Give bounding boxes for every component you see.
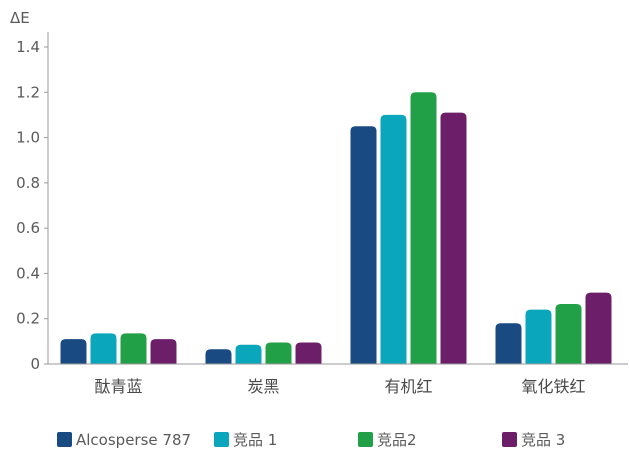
bar (525, 309, 552, 364)
y-tick-label: 0.8 (16, 174, 40, 192)
bar (350, 126, 377, 364)
bar (440, 112, 467, 365)
bar (60, 339, 87, 364)
bar (295, 342, 322, 364)
bar (585, 292, 612, 364)
bar (235, 344, 262, 364)
legend-label: 竞品 1 (233, 431, 277, 449)
category-label: 有机红 (384, 377, 432, 396)
y-tick-label: 1.2 (16, 83, 40, 101)
legend-swatch (214, 432, 229, 447)
bar (90, 333, 117, 364)
y-tick-label: 0.6 (16, 219, 40, 237)
bar (410, 92, 437, 365)
category-label: 炭黑 (247, 377, 279, 396)
y-tick-label: 0.2 (16, 310, 40, 328)
legend-label: 竞品2 (377, 431, 417, 449)
category-label: 酞青蓝 (94, 377, 142, 396)
y-tick-label: 0.4 (16, 264, 40, 282)
y-tick-label: 0 (30, 355, 40, 373)
bar (205, 349, 232, 364)
y-tick-label: 1.4 (16, 38, 40, 56)
legend-swatch (502, 432, 517, 447)
legend-label: 竞品 3 (521, 431, 565, 449)
bar (555, 303, 582, 364)
y-axis-label: ΔE (10, 9, 30, 27)
y-tick-label: 1.0 (16, 129, 40, 147)
bar (380, 114, 407, 364)
bar (265, 342, 292, 364)
bar (150, 339, 177, 364)
category-label: 氧化铁红 (521, 377, 585, 396)
legend-label: Alcosperse 787 (76, 431, 191, 449)
legend-swatch (57, 432, 72, 447)
bar (495, 323, 522, 364)
bar (120, 333, 147, 364)
legend-swatch (358, 432, 373, 447)
